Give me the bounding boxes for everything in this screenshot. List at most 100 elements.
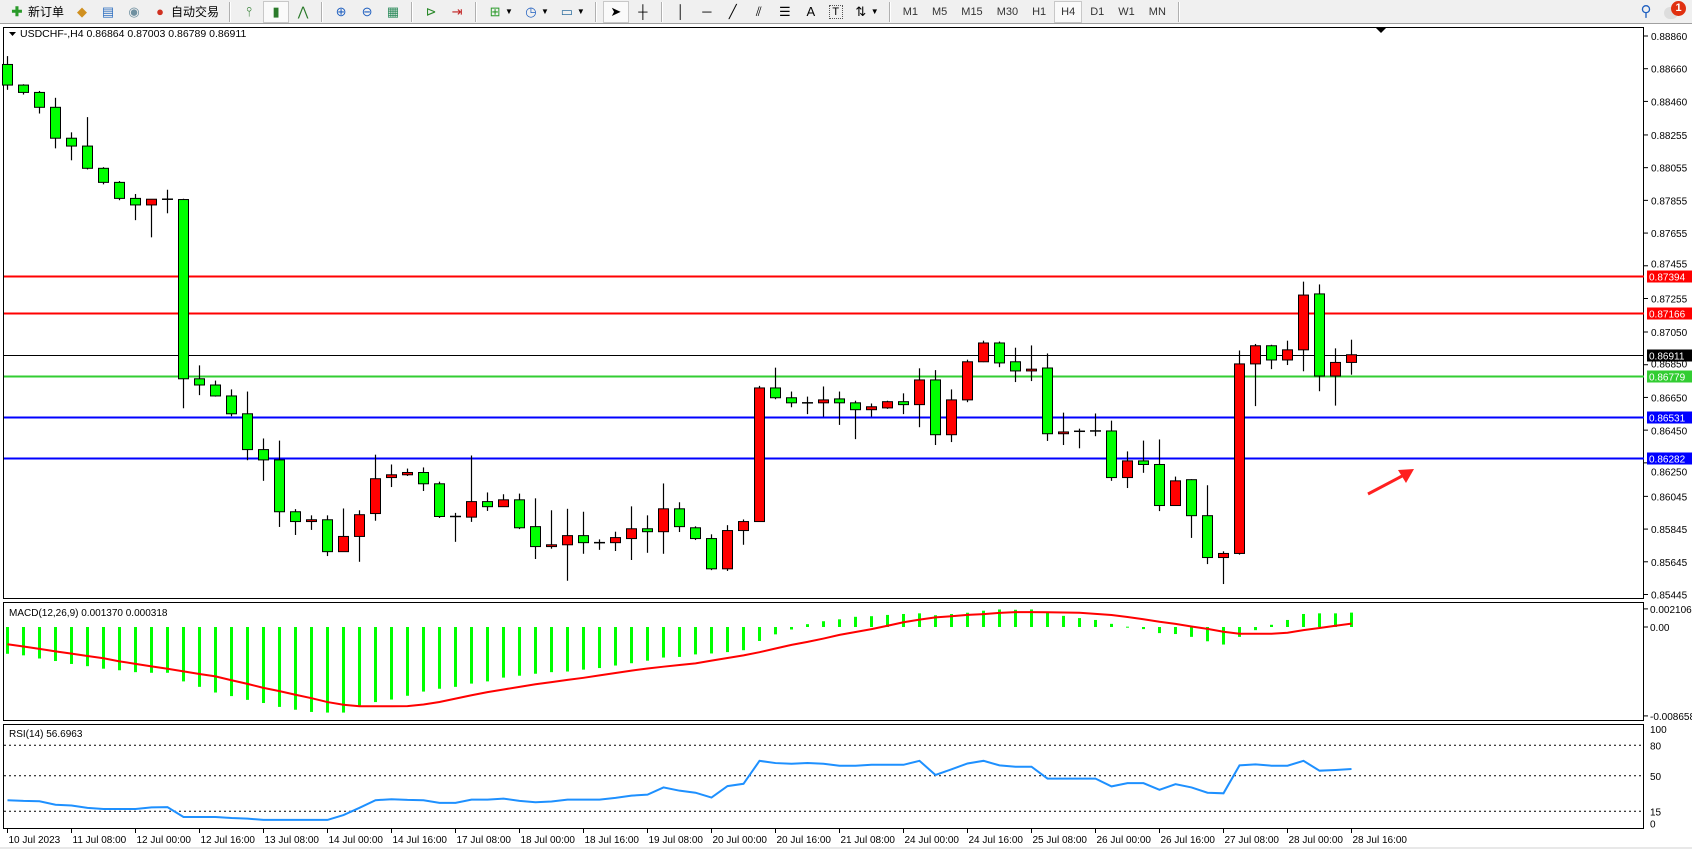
candlestick-button[interactable]: ▮: [263, 0, 290, 23]
tile-windows-button[interactable]: ▦: [381, 1, 405, 23]
candle[interactable]: [82, 117, 93, 170]
candle[interactable]: [1250, 343, 1261, 407]
crosshair-button[interactable]: ┼: [631, 1, 655, 23]
candle[interactable]: [1330, 348, 1341, 406]
trendline-button[interactable]: ╱: [721, 1, 745, 23]
candle[interactable]: [530, 498, 541, 560]
candle[interactable]: [866, 403, 877, 417]
chart-shift-marker-icon[interactable]: [1376, 28, 1386, 33]
candle[interactable]: [1346, 339, 1357, 375]
text-label-button[interactable]: T: [825, 1, 847, 23]
candle[interactable]: [402, 468, 413, 476]
candle[interactable]: [850, 400, 861, 440]
candle[interactable]: [626, 506, 637, 560]
candle[interactable]: [146, 198, 157, 238]
periods-dropdown[interactable]: ◷ ▼: [519, 1, 553, 23]
notification-button[interactable]: 1: [1664, 1, 1686, 23]
candle[interactable]: [1202, 485, 1213, 565]
timeframe-mn[interactable]: MN: [1148, 5, 1166, 18]
candle[interactable]: [482, 492, 493, 511]
candle[interactable]: [658, 483, 669, 554]
navigator-button[interactable]: ◉: [122, 1, 146, 23]
candle[interactable]: [450, 512, 461, 542]
candle[interactable]: [2, 56, 13, 90]
candle[interactable]: [258, 438, 269, 481]
candle[interactable]: [898, 393, 909, 415]
candle[interactable]: [1266, 344, 1277, 370]
candle[interactable]: [178, 198, 189, 409]
timeframe-m15[interactable]: M15: [961, 5, 983, 18]
candle[interactable]: [1026, 345, 1037, 382]
timeframe-d1[interactable]: D1: [1090, 5, 1105, 18]
candle[interactable]: [962, 359, 973, 403]
candle[interactable]: [674, 502, 685, 533]
zoom-out-button[interactable]: ⊖: [355, 1, 379, 23]
candle[interactable]: [434, 481, 445, 518]
search-icon[interactable]: ⚲: [1640, 3, 1652, 20]
candle[interactable]: [50, 97, 61, 149]
new-order-button[interactable]: ✚ 新订单: [5, 1, 68, 23]
candle[interactable]: [1074, 428, 1085, 449]
candle[interactable]: [370, 454, 381, 521]
candle[interactable]: [194, 365, 205, 396]
candle[interactable]: [1106, 420, 1117, 481]
candle[interactable]: [226, 389, 237, 417]
auto-trading-button[interactable]: ● 自动交易: [148, 1, 223, 23]
candle[interactable]: [1282, 340, 1293, 366]
collapse-triangle-icon[interactable]: [9, 32, 16, 36]
candle[interactable]: [1138, 440, 1149, 473]
candle[interactable]: [722, 525, 733, 571]
line-chart-button[interactable]: ⋀: [291, 1, 315, 23]
vertical-line-button[interactable]: │: [669, 1, 693, 23]
candle[interactable]: [690, 526, 701, 541]
auto-scroll-button[interactable]: ⇥: [445, 1, 469, 23]
macd-pane[interactable]: [3, 602, 1644, 721]
chart-shift-button[interactable]: ⊳: [419, 1, 443, 23]
candle[interactable]: [706, 534, 717, 571]
candle[interactable]: [34, 90, 45, 114]
zoom-in-button[interactable]: ⊕: [329, 1, 353, 23]
timeframe-h4[interactable]: H4: [1054, 0, 1083, 23]
candle[interactable]: [1010, 347, 1021, 383]
candle[interactable]: [754, 385, 765, 523]
candle[interactable]: [994, 341, 1005, 368]
candle[interactable]: [578, 511, 589, 554]
timeframe-m30[interactable]: M30: [996, 5, 1019, 18]
candle[interactable]: [1234, 350, 1245, 555]
fibonacci-button[interactable]: ☰: [773, 1, 797, 23]
candle[interactable]: [1298, 281, 1309, 372]
candle[interactable]: [818, 386, 829, 417]
candle[interactable]: [1042, 353, 1053, 441]
arrows-dropdown[interactable]: ⇅ ▼: [849, 1, 883, 23]
candle[interactable]: [162, 189, 173, 214]
candle[interactable]: [946, 389, 957, 443]
candle[interactable]: [242, 391, 253, 461]
candle[interactable]: [642, 515, 653, 553]
candle[interactable]: [546, 510, 557, 549]
annotation-arrow[interactable]: [1367, 469, 1414, 496]
candle[interactable]: [1058, 412, 1069, 446]
candle[interactable]: [882, 400, 893, 409]
candle[interactable]: [18, 84, 29, 95]
candle[interactable]: [338, 508, 349, 553]
cursor-button[interactable]: ➤: [602, 0, 629, 23]
candle[interactable]: [1186, 479, 1197, 538]
equidistant-channel-button[interactable]: ⫽: [747, 1, 771, 23]
bar-chart-button[interactable]: ⫯: [237, 1, 261, 23]
candle[interactable]: [562, 508, 573, 581]
candle[interactable]: [514, 493, 525, 530]
candle[interactable]: [322, 515, 333, 557]
rsi-pane[interactable]: [3, 724, 1644, 829]
candle[interactable]: [1154, 439, 1165, 512]
candle[interactable]: [130, 193, 141, 221]
candle[interactable]: [1314, 284, 1325, 392]
candle[interactable]: [738, 519, 749, 545]
candle[interactable]: [594, 539, 605, 550]
candle[interactable]: [210, 380, 221, 397]
timeframe-m5[interactable]: M5: [932, 5, 948, 18]
candle[interactable]: [834, 391, 845, 425]
indicators-dropdown[interactable]: ⊞ ▼: [483, 1, 517, 23]
candle[interactable]: [274, 440, 285, 527]
candle[interactable]: [1090, 413, 1101, 437]
